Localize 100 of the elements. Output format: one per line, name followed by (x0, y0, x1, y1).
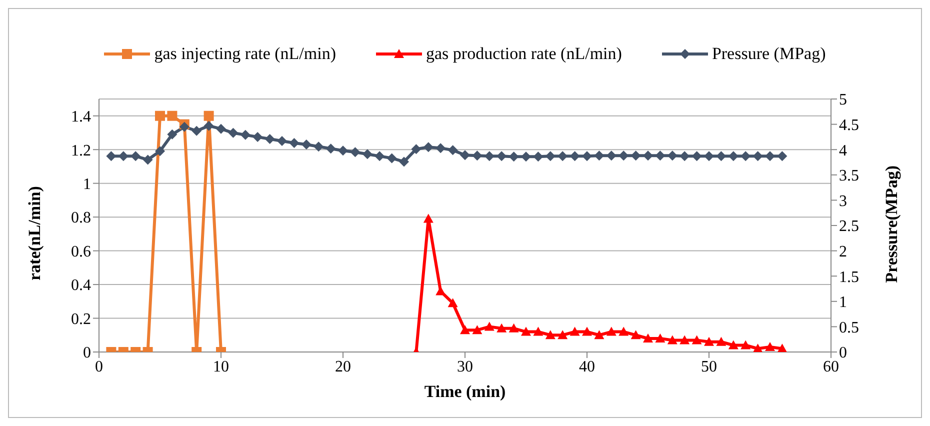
y-tick-label: 0.6 (71, 243, 91, 260)
point (460, 150, 470, 160)
y2-tick-label: 0.5 (839, 319, 859, 336)
point (314, 142, 324, 152)
point (350, 147, 360, 158)
point (436, 286, 446, 296)
point (618, 150, 629, 161)
point (252, 132, 263, 142)
point (386, 153, 397, 164)
point (228, 128, 238, 138)
point (496, 323, 507, 332)
point (765, 342, 775, 351)
point (655, 150, 666, 161)
point (630, 330, 641, 340)
point (289, 138, 300, 148)
y2-tick-label: 3.5 (839, 168, 859, 185)
y2-tick-label: 2 (839, 243, 847, 260)
point (448, 145, 458, 156)
point (582, 326, 592, 336)
point (326, 144, 336, 154)
point (765, 151, 775, 162)
point (728, 151, 738, 162)
point (680, 335, 690, 344)
point (630, 150, 641, 161)
y-tick-label: 1.4 (71, 108, 91, 126)
point (667, 150, 678, 161)
point (204, 110, 214, 121)
point (680, 151, 690, 162)
point (167, 129, 178, 140)
x-tick-label: 60 (823, 358, 839, 376)
point (192, 126, 202, 136)
point (533, 152, 544, 162)
x-tick-label: 40 (579, 358, 595, 376)
point (521, 326, 531, 336)
point (752, 344, 763, 352)
point (704, 151, 714, 162)
y2-tick-label: 2.5 (839, 218, 859, 236)
x-axis-title: Time (min) (424, 382, 506, 401)
point (374, 151, 385, 162)
x-tick-label: 0 (95, 358, 103, 376)
legend-label: Pressure (MPag) (712, 44, 826, 64)
point (106, 151, 116, 162)
point (533, 326, 544, 336)
point (606, 150, 616, 161)
point (643, 334, 653, 343)
point (618, 326, 629, 336)
legend-label: gas production rate (nL/min) (426, 44, 622, 64)
point (716, 336, 726, 346)
point (558, 151, 568, 162)
y-tick-label: 0.2 (71, 310, 91, 328)
point (118, 151, 128, 162)
point (472, 325, 482, 334)
point (582, 151, 592, 162)
point (460, 325, 470, 334)
point (423, 214, 434, 223)
point (728, 340, 738, 350)
point (264, 134, 275, 144)
y2-tick-label: 4.5 (839, 116, 859, 134)
point (704, 336, 714, 346)
y2-tick-label: 1.5 (839, 268, 859, 286)
x-tick-label: 20 (335, 358, 351, 376)
y-tick-label: 0 (83, 344, 91, 362)
y2-tick-label: 3 (839, 192, 847, 210)
y2-tick-label: 1 (839, 294, 847, 312)
point (155, 146, 165, 156)
y-tick-label: 0.8 (71, 210, 91, 227)
point (484, 151, 494, 162)
y-tick-label: 1.2 (71, 142, 91, 160)
point (216, 124, 226, 134)
point (777, 344, 788, 352)
point (667, 335, 678, 344)
point (508, 323, 519, 332)
x-tick-label: 10 (213, 358, 229, 376)
point (167, 110, 178, 121)
point (508, 152, 519, 162)
point (240, 130, 250, 140)
point (472, 150, 482, 161)
y-tick-label: 0.4 (71, 277, 91, 294)
point (496, 151, 507, 162)
point (362, 149, 372, 160)
point (436, 143, 446, 154)
point (204, 120, 214, 131)
point (570, 151, 580, 162)
point (606, 326, 616, 336)
point (155, 110, 165, 121)
point (692, 335, 702, 344)
point (411, 144, 422, 154)
y-tick-label: 1 (83, 176, 91, 194)
point (752, 151, 763, 162)
point (448, 298, 458, 308)
x-tick-label: 50 (701, 358, 717, 376)
x-tick-label: 30 (457, 358, 473, 376)
point (655, 334, 666, 343)
y2-tick-label: 4 (839, 142, 847, 160)
point (777, 151, 788, 162)
y2-tick-label: 5 (839, 92, 847, 109)
point (277, 136, 287, 146)
point (740, 151, 751, 162)
point (643, 150, 653, 161)
point (716, 151, 726, 162)
